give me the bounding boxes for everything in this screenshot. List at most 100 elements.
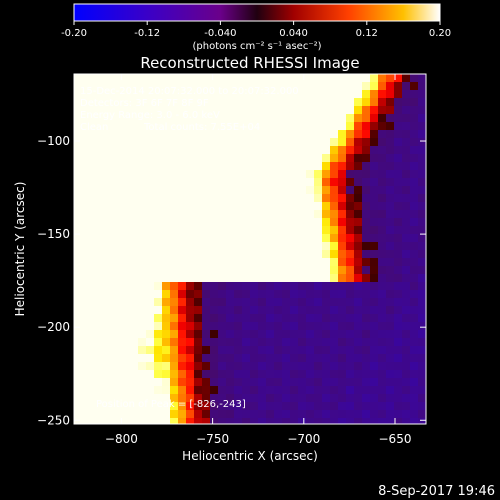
heatmap-cell xyxy=(186,218,194,226)
heatmap-cell xyxy=(338,210,346,218)
heatmap-cell xyxy=(170,290,178,298)
heatmap-cell xyxy=(418,218,426,226)
heatmap-cell xyxy=(298,410,306,418)
heatmap-cell xyxy=(130,378,138,386)
heatmap-cell xyxy=(266,90,274,98)
heatmap-cell xyxy=(130,170,138,178)
heatmap-cell xyxy=(138,202,146,210)
heatmap-cell xyxy=(402,98,410,106)
heatmap-cell xyxy=(234,394,242,402)
heatmap-cell xyxy=(410,402,418,410)
heatmap-cell xyxy=(162,250,170,258)
heatmap-cell xyxy=(138,386,146,394)
heatmap-cell xyxy=(178,90,186,98)
heatmap-cell xyxy=(402,298,410,306)
heatmap-cell xyxy=(234,186,242,194)
heatmap-cell xyxy=(338,322,346,330)
heatmap-cell xyxy=(402,170,410,178)
heatmap-cell xyxy=(402,226,410,234)
heatmap-cell xyxy=(114,402,122,410)
heatmap-cell xyxy=(218,354,226,362)
heatmap-cell xyxy=(74,362,82,370)
heatmap-cell xyxy=(338,74,346,82)
heatmap-cell xyxy=(290,338,298,346)
heatmap-cell xyxy=(418,170,426,178)
heatmap-cell xyxy=(194,218,202,226)
heatmap-cell xyxy=(250,194,258,202)
heatmap-cell xyxy=(394,170,402,178)
heatmap-cell xyxy=(314,322,322,330)
heatmap-cell xyxy=(402,146,410,154)
heatmap-cell xyxy=(282,322,290,330)
heatmap-cell xyxy=(98,226,106,234)
heatmap-cell xyxy=(402,186,410,194)
heatmap-cell xyxy=(178,306,186,314)
heatmap-cell xyxy=(338,354,346,362)
heatmap-cell xyxy=(386,82,394,90)
heatmap-cell xyxy=(378,234,386,242)
heatmap-cell xyxy=(354,98,362,106)
heatmap-cell xyxy=(378,370,386,378)
heatmap-cell xyxy=(162,362,170,370)
heatmap-cell xyxy=(218,338,226,346)
heatmap-cell xyxy=(186,362,194,370)
heatmap-cell xyxy=(114,218,122,226)
heatmap-cell xyxy=(146,234,154,242)
heatmap-cell xyxy=(210,394,218,402)
heatmap-cell xyxy=(98,98,106,106)
heatmap-cell xyxy=(258,282,266,290)
heatmap-cell xyxy=(394,122,402,130)
heatmap-cell xyxy=(122,266,130,274)
heatmap-cell xyxy=(410,330,418,338)
heatmap-cell xyxy=(282,354,290,362)
heatmap-cell xyxy=(154,170,162,178)
heatmap-cell xyxy=(90,314,98,322)
heatmap-cell xyxy=(138,282,146,290)
heatmap-cell xyxy=(346,298,354,306)
heatmap-cell xyxy=(290,362,298,370)
heatmap-cell xyxy=(298,226,306,234)
heatmap-cell xyxy=(82,298,90,306)
heatmap-cell xyxy=(130,178,138,186)
heatmap-cell xyxy=(266,258,274,266)
heatmap-cell xyxy=(410,258,418,266)
heatmap-cell xyxy=(258,202,266,210)
heatmap-cell xyxy=(242,178,250,186)
heatmap-cell xyxy=(410,90,418,98)
heatmap-cell xyxy=(122,314,130,322)
heatmap-cell xyxy=(234,242,242,250)
heatmap-cell xyxy=(194,354,202,362)
heatmap-cell xyxy=(386,98,394,106)
heatmap-cell xyxy=(74,402,82,410)
heatmap-cell xyxy=(282,250,290,258)
heatmap-cell xyxy=(154,418,162,424)
heatmap-cell xyxy=(90,154,98,162)
heatmap-cell xyxy=(314,418,322,424)
heatmap-cell xyxy=(250,130,258,138)
heatmap-cell xyxy=(242,402,250,410)
heatmap-cell xyxy=(410,194,418,202)
heatmap-cell xyxy=(266,322,274,330)
heatmap-cell xyxy=(114,74,122,82)
heatmap-cell xyxy=(282,130,290,138)
heatmap-cell xyxy=(210,90,218,98)
heatmap-cell xyxy=(154,130,162,138)
heatmap-cell xyxy=(218,210,226,218)
heatmap-cell xyxy=(250,298,258,306)
heatmap-cell xyxy=(394,114,402,122)
heatmap-cell xyxy=(402,330,410,338)
heatmap-cell xyxy=(154,186,162,194)
heatmap-cell xyxy=(170,402,178,410)
heatmap-cell xyxy=(354,194,362,202)
heatmap-cell xyxy=(274,194,282,202)
heatmap-cell xyxy=(258,274,266,282)
heatmap-cell xyxy=(202,170,210,178)
heatmap-cell xyxy=(306,354,314,362)
heatmap-cell xyxy=(130,138,138,146)
heatmap-cell xyxy=(386,186,394,194)
heatmap-cell xyxy=(114,346,122,354)
heatmap-cell xyxy=(122,274,130,282)
heatmap-cell xyxy=(226,170,234,178)
heatmap-cell xyxy=(314,346,322,354)
heatmap-cell xyxy=(82,314,90,322)
